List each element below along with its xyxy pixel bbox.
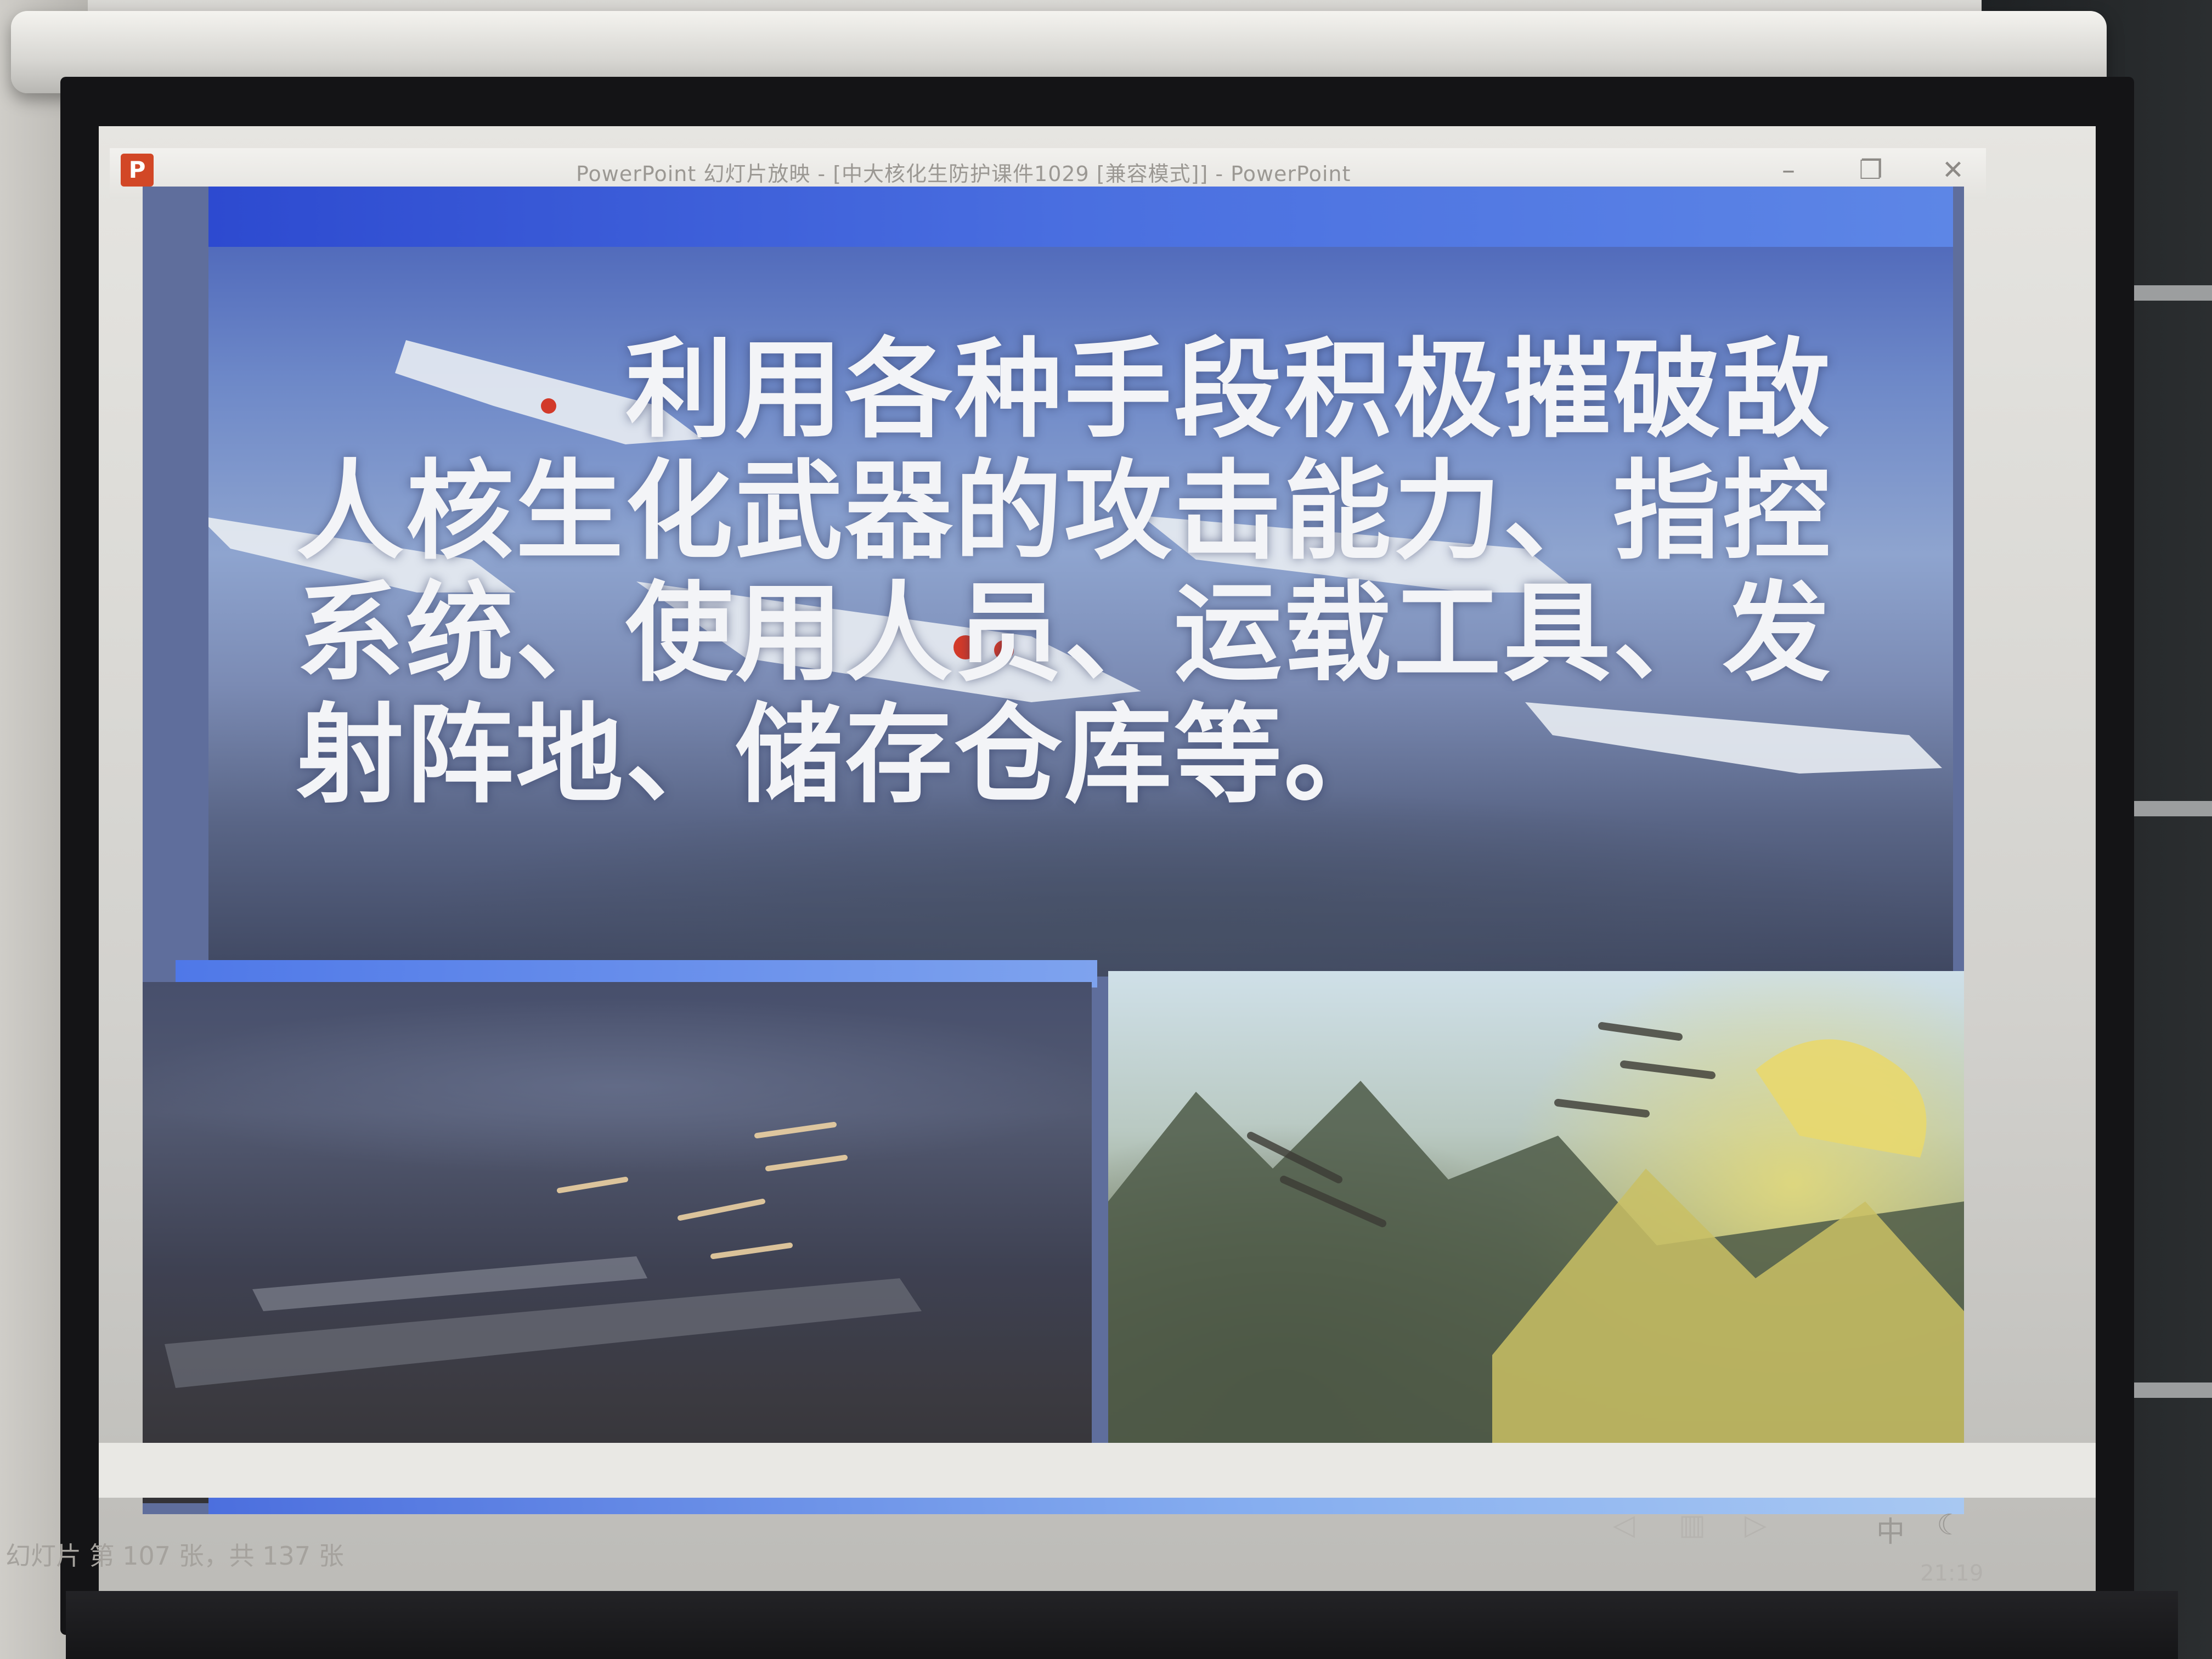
taskbar [66,1591,2178,1659]
mountain-artillery-painting [1108,971,1964,1503]
mountain-illustration [1108,1022,1964,1503]
naval-battle-photo [143,982,1092,1503]
slide-body-text: 利用各种手段积极摧破敌 人核生化武器的攻击能力、指控 系统、使用人员、运载工具、… [296,329,1898,816]
next-icon[interactable]: ▷ [1745,1509,1767,1542]
restore-button[interactable]: ❐ [1859,155,1883,185]
minimize-button[interactable]: – [1782,155,1795,185]
slide-counter: 幻灯片 第 107 张，共 137 张 [5,1541,344,1571]
notes-icon[interactable]: ▥ [1679,1509,1706,1542]
slide-canvas: 利用各种手段积极摧破敌 人核生化武器的攻击能力、指控 系统、使用人员、运载工具、… [143,187,1964,1514]
projected-desktop: P PowerPoint 幻灯片放映 - [中大核化生防护课件1029 [兼容模… [99,126,2096,1607]
close-button[interactable]: ✕ [1942,155,1965,185]
jet-illustration [208,340,1942,774]
moon-icon[interactable]: ☾ [1937,1509,1962,1542]
ship-fire-illustration [165,1122,922,1388]
slide-text-line-2: 人核生化武器的攻击能力、指控 [296,449,1833,574]
fighter-jets-photo [208,208,1953,977]
slide-text-line-1: 利用各种手段积极摧破敌 [625,328,1833,453]
slideshow-statusbar [99,1443,2096,1498]
window-title: PowerPoint 幻灯片放映 - [中大核化生防护课件1029 [兼容模式]… [576,162,1351,186]
ime-indicator[interactable]: 中 [1876,1516,1905,1549]
slide-header-band [208,187,1953,247]
prev-icon[interactable]: ◁ [1613,1509,1635,1542]
slide-text-line-4: 射阵地、储存仓库等。 [296,693,1394,818]
powerpoint-app-icon: P [121,154,154,187]
slide-text-line-3: 系统、使用人员、运载工具、发 [296,571,1833,696]
taskbar-clock: 21:19 [1920,1561,1984,1586]
